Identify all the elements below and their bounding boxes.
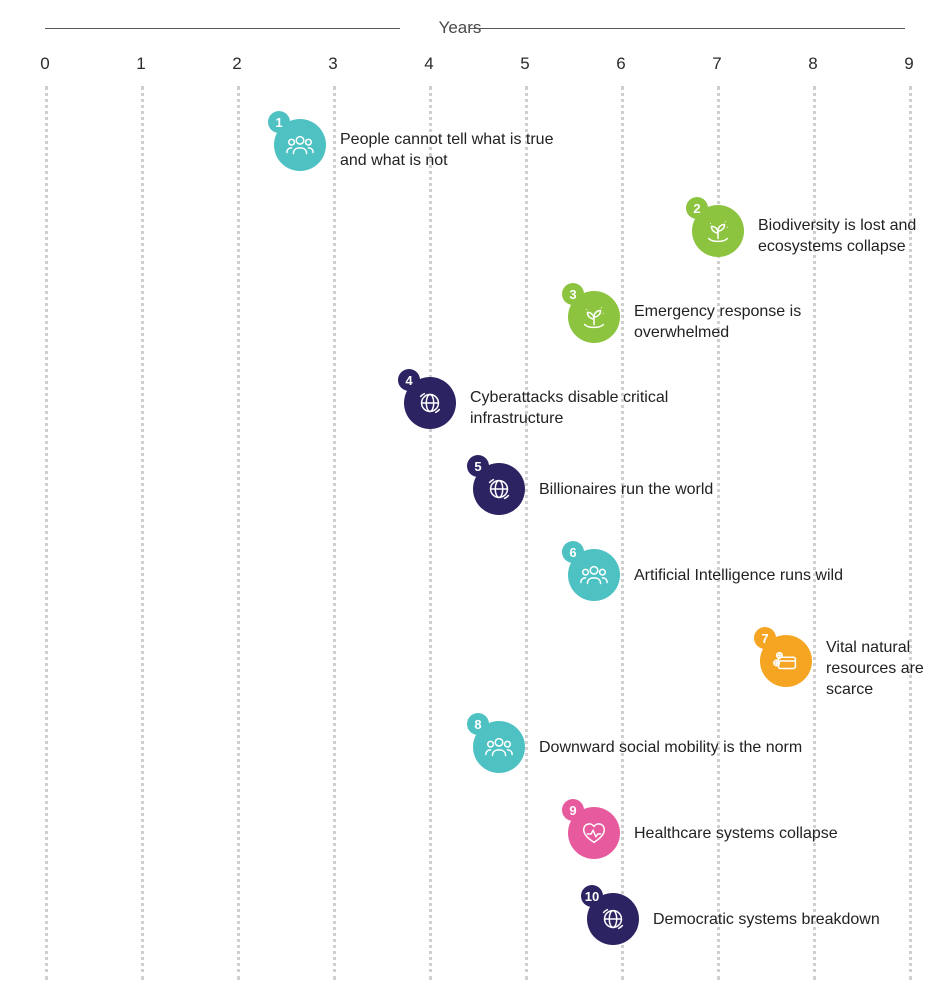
axis-rule-left xyxy=(45,28,400,29)
timeline-node: 6 xyxy=(568,549,620,601)
globe-icon xyxy=(415,388,445,418)
timeline-node: 8 xyxy=(473,721,525,773)
timeline-chart: Years0123456789 1People cannot tell what… xyxy=(0,0,936,1008)
timeline-node: 5 xyxy=(473,463,525,515)
node-label: Cyberattacks disable critical infrastruc… xyxy=(470,388,680,430)
people-icon xyxy=(484,732,514,762)
people-icon xyxy=(285,130,315,160)
node-label: Downward social mobility is the norm xyxy=(539,738,859,759)
gridline xyxy=(45,86,48,980)
rank-badge: 7 xyxy=(754,627,776,649)
timeline-node: 1 xyxy=(274,119,326,171)
globe-icon xyxy=(598,904,628,934)
rank-badge: 6 xyxy=(562,541,584,563)
axis-rule-right xyxy=(470,28,905,29)
node-label: Healthcare systems collapse xyxy=(634,824,894,845)
node-bubble: 4 xyxy=(404,377,456,429)
node-label: Billionaires run the world xyxy=(539,480,769,501)
tick-label: 3 xyxy=(328,54,337,74)
rank-badge: 8 xyxy=(467,713,489,735)
node-bubble: 10 xyxy=(587,893,639,945)
node-bubble: 1 xyxy=(274,119,326,171)
timeline-node: 2 xyxy=(692,205,744,257)
plant-icon xyxy=(579,302,609,332)
node-bubble: 2 xyxy=(692,205,744,257)
timeline-node: 3 xyxy=(568,291,620,343)
tick-label: 9 xyxy=(904,54,913,74)
tick-label: 0 xyxy=(40,54,49,74)
plant-icon xyxy=(703,216,733,246)
gridline xyxy=(525,86,528,980)
node-label: Vital natural resources are scarce xyxy=(826,638,936,700)
node-bubble: 5 xyxy=(473,463,525,515)
tick-label: 2 xyxy=(232,54,241,74)
gridline xyxy=(333,86,336,980)
tick-label: 4 xyxy=(424,54,433,74)
timeline-node: 9 xyxy=(568,807,620,859)
rank-badge: 1 xyxy=(268,111,290,133)
rank-badge: 9 xyxy=(562,799,584,821)
rank-badge: 4 xyxy=(398,369,420,391)
gridline xyxy=(141,86,144,980)
tick-label: 6 xyxy=(616,54,625,74)
rank-badge: 3 xyxy=(562,283,584,305)
tick-label: 8 xyxy=(808,54,817,74)
node-bubble: 3 xyxy=(568,291,620,343)
node-label: Biodiversity is lost and ecosystems coll… xyxy=(758,216,928,258)
node-label: Emergency response is overwhelmed xyxy=(634,302,834,344)
rank-badge: 2 xyxy=(686,197,708,219)
node-bubble: 9 xyxy=(568,807,620,859)
timeline-node: 10 xyxy=(587,893,639,945)
gridline xyxy=(429,86,432,980)
globe-icon xyxy=(484,474,514,504)
rank-badge: 5 xyxy=(467,455,489,477)
people-icon xyxy=(579,560,609,590)
node-label: Artificial Intelligence runs wild xyxy=(634,566,894,587)
tick-label: 7 xyxy=(712,54,721,74)
node-label: People cannot tell what is true and what… xyxy=(340,130,570,172)
tick-label: 1 xyxy=(136,54,145,74)
rank-badge: 10 xyxy=(581,885,603,907)
gridline xyxy=(621,86,624,980)
gridline xyxy=(237,86,240,980)
timeline-node: 4 xyxy=(404,377,456,429)
money-icon xyxy=(771,646,801,676)
node-bubble: 6 xyxy=(568,549,620,601)
node-bubble: 8 xyxy=(473,721,525,773)
tick-label: 5 xyxy=(520,54,529,74)
node-bubble: 7 xyxy=(760,635,812,687)
heart-icon xyxy=(579,818,609,848)
timeline-node: 7 xyxy=(760,635,812,687)
node-label: Democratic systems breakdown xyxy=(653,910,933,931)
